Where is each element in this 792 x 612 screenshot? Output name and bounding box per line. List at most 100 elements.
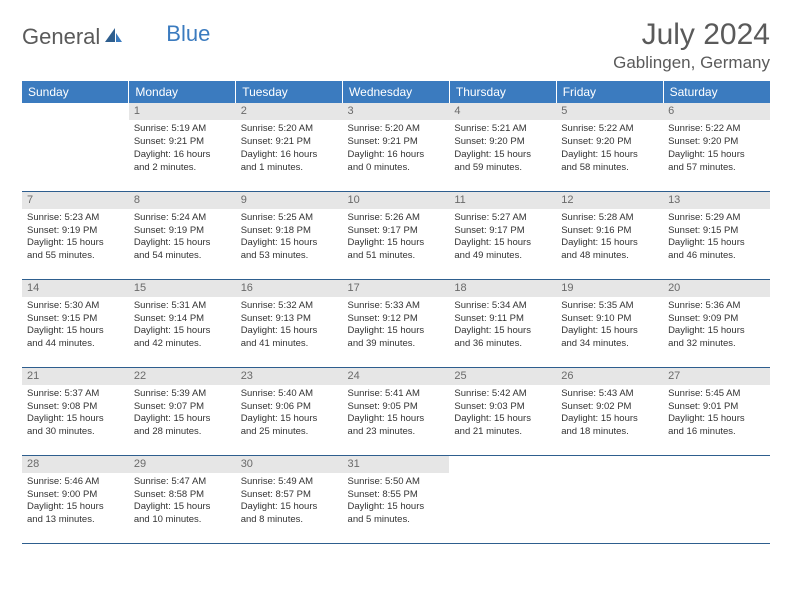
calendar-cell: 1Sunrise: 5:19 AMSunset: 9:21 PMDaylight…	[129, 103, 236, 191]
sunset-line: Sunset: 9:17 PM	[348, 225, 445, 238]
daylight-line-1: Daylight: 15 hours	[348, 237, 445, 250]
calendar-row: 21Sunrise: 5:37 AMSunset: 9:08 PMDayligh…	[22, 367, 770, 455]
daylight-line-2: and 8 minutes.	[241, 514, 338, 527]
sunrise-line: Sunrise: 5:29 AM	[668, 212, 765, 225]
day-details: Sunrise: 5:20 AMSunset: 9:21 PMDaylight:…	[236, 120, 343, 178]
calendar-cell: 28Sunrise: 5:46 AMSunset: 9:00 PMDayligh…	[22, 455, 129, 543]
sunset-line: Sunset: 9:14 PM	[134, 313, 231, 326]
daylight-line-2: and 41 minutes.	[241, 338, 338, 351]
day-details: Sunrise: 5:23 AMSunset: 9:19 PMDaylight:…	[22, 209, 129, 267]
day-details: Sunrise: 5:34 AMSunset: 9:11 PMDaylight:…	[449, 297, 556, 355]
day-details: Sunrise: 5:39 AMSunset: 9:07 PMDaylight:…	[129, 385, 236, 443]
calendar-cell	[449, 455, 556, 543]
day-details: Sunrise: 5:30 AMSunset: 9:15 PMDaylight:…	[22, 297, 129, 355]
daylight-line-1: Daylight: 15 hours	[27, 501, 124, 514]
day-number: 8	[129, 192, 236, 209]
daylight-line-1: Daylight: 15 hours	[241, 325, 338, 338]
daylight-line-1: Daylight: 15 hours	[134, 501, 231, 514]
sunset-line: Sunset: 9:11 PM	[454, 313, 551, 326]
sunrise-line: Sunrise: 5:20 AM	[241, 123, 338, 136]
weekday-header-row: Sunday Monday Tuesday Wednesday Thursday…	[22, 81, 770, 103]
sunset-line: Sunset: 9:21 PM	[134, 136, 231, 149]
daylight-line-1: Daylight: 15 hours	[454, 413, 551, 426]
daylight-line-1: Daylight: 15 hours	[668, 413, 765, 426]
calendar-cell: 27Sunrise: 5:45 AMSunset: 9:01 PMDayligh…	[663, 367, 770, 455]
daylight-line-2: and 16 minutes.	[668, 426, 765, 439]
day-details: Sunrise: 5:31 AMSunset: 9:14 PMDaylight:…	[129, 297, 236, 355]
day-number: 31	[343, 456, 450, 473]
daylight-line-1: Daylight: 15 hours	[454, 149, 551, 162]
day-number: 13	[663, 192, 770, 209]
brand-general: General	[22, 24, 100, 50]
day-number: 21	[22, 368, 129, 385]
calendar-cell: 18Sunrise: 5:34 AMSunset: 9:11 PMDayligh…	[449, 279, 556, 367]
calendar-cell: 20Sunrise: 5:36 AMSunset: 9:09 PMDayligh…	[663, 279, 770, 367]
sunrise-line: Sunrise: 5:22 AM	[668, 123, 765, 136]
day-details: Sunrise: 5:45 AMSunset: 9:01 PMDaylight:…	[663, 385, 770, 443]
calendar-cell	[663, 455, 770, 543]
day-number: 16	[236, 280, 343, 297]
sunset-line: Sunset: 9:01 PM	[668, 401, 765, 414]
sunset-line: Sunset: 9:08 PM	[27, 401, 124, 414]
sunset-line: Sunset: 9:10 PM	[561, 313, 658, 326]
day-number: 19	[556, 280, 663, 297]
sunset-line: Sunset: 9:06 PM	[241, 401, 338, 414]
daylight-line-2: and 1 minutes.	[241, 162, 338, 175]
day-number: 12	[556, 192, 663, 209]
day-number: 29	[129, 456, 236, 473]
day-details: Sunrise: 5:21 AMSunset: 9:20 PMDaylight:…	[449, 120, 556, 178]
daylight-line-2: and 59 minutes.	[454, 162, 551, 175]
calendar-table: Sunday Monday Tuesday Wednesday Thursday…	[22, 81, 770, 544]
day-details: Sunrise: 5:24 AMSunset: 9:19 PMDaylight:…	[129, 209, 236, 267]
calendar-cell: 12Sunrise: 5:28 AMSunset: 9:16 PMDayligh…	[556, 191, 663, 279]
day-details: Sunrise: 5:29 AMSunset: 9:15 PMDaylight:…	[663, 209, 770, 267]
sunrise-line: Sunrise: 5:25 AM	[241, 212, 338, 225]
daylight-line-1: Daylight: 15 hours	[27, 325, 124, 338]
sunset-line: Sunset: 9:17 PM	[454, 225, 551, 238]
daylight-line-2: and 58 minutes.	[561, 162, 658, 175]
day-details: Sunrise: 5:19 AMSunset: 9:21 PMDaylight:…	[129, 120, 236, 178]
sunrise-line: Sunrise: 5:27 AM	[454, 212, 551, 225]
calendar-cell: 23Sunrise: 5:40 AMSunset: 9:06 PMDayligh…	[236, 367, 343, 455]
daylight-line-1: Daylight: 15 hours	[561, 149, 658, 162]
calendar-cell	[22, 103, 129, 191]
calendar-cell: 8Sunrise: 5:24 AMSunset: 9:19 PMDaylight…	[129, 191, 236, 279]
daylight-line-1: Daylight: 15 hours	[561, 237, 658, 250]
day-details: Sunrise: 5:27 AMSunset: 9:17 PMDaylight:…	[449, 209, 556, 267]
calendar-cell	[556, 455, 663, 543]
day-details: Sunrise: 5:41 AMSunset: 9:05 PMDaylight:…	[343, 385, 450, 443]
daylight-line-2: and 23 minutes.	[348, 426, 445, 439]
sunset-line: Sunset: 9:02 PM	[561, 401, 658, 414]
weekday-header: Sunday	[22, 81, 129, 103]
day-details: Sunrise: 5:37 AMSunset: 9:08 PMDaylight:…	[22, 385, 129, 443]
day-details: Sunrise: 5:35 AMSunset: 9:10 PMDaylight:…	[556, 297, 663, 355]
calendar-cell: 24Sunrise: 5:41 AMSunset: 9:05 PMDayligh…	[343, 367, 450, 455]
sunrise-line: Sunrise: 5:24 AM	[134, 212, 231, 225]
daylight-line-1: Daylight: 15 hours	[668, 237, 765, 250]
day-number: 7	[22, 192, 129, 209]
sunrise-line: Sunrise: 5:37 AM	[27, 388, 124, 401]
day-number: 15	[129, 280, 236, 297]
daylight-line-2: and 21 minutes.	[454, 426, 551, 439]
sunset-line: Sunset: 8:55 PM	[348, 489, 445, 502]
daylight-line-1: Daylight: 15 hours	[27, 413, 124, 426]
day-number: 26	[556, 368, 663, 385]
day-number: 27	[663, 368, 770, 385]
daylight-line-2: and 42 minutes.	[134, 338, 231, 351]
calendar-cell: 25Sunrise: 5:42 AMSunset: 9:03 PMDayligh…	[449, 367, 556, 455]
daylight-line-1: Daylight: 15 hours	[134, 325, 231, 338]
calendar-cell: 5Sunrise: 5:22 AMSunset: 9:20 PMDaylight…	[556, 103, 663, 191]
calendar-cell: 2Sunrise: 5:20 AMSunset: 9:21 PMDaylight…	[236, 103, 343, 191]
calendar-cell: 11Sunrise: 5:27 AMSunset: 9:17 PMDayligh…	[449, 191, 556, 279]
day-number: 20	[663, 280, 770, 297]
daylight-line-2: and 51 minutes.	[348, 250, 445, 263]
day-details: Sunrise: 5:40 AMSunset: 9:06 PMDaylight:…	[236, 385, 343, 443]
daylight-line-1: Daylight: 15 hours	[561, 413, 658, 426]
calendar-cell: 4Sunrise: 5:21 AMSunset: 9:20 PMDaylight…	[449, 103, 556, 191]
title-block: July 2024 Gablingen, Germany	[613, 18, 770, 73]
brand-blue: Blue	[166, 21, 210, 47]
sunrise-line: Sunrise: 5:21 AM	[454, 123, 551, 136]
calendar-body: 1Sunrise: 5:19 AMSunset: 9:21 PMDaylight…	[22, 103, 770, 543]
day-number: 11	[449, 192, 556, 209]
sunrise-line: Sunrise: 5:43 AM	[561, 388, 658, 401]
